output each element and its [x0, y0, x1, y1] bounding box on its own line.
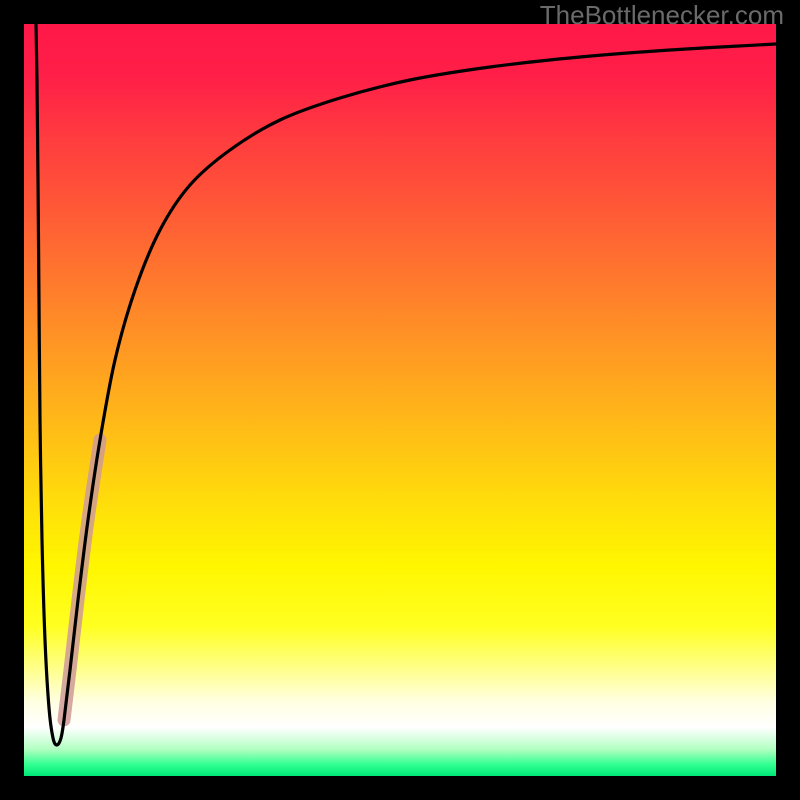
chart-container: TheBottlenecker.com	[0, 0, 800, 800]
watermark-text: TheBottlenecker.com	[540, 0, 784, 31]
chart-svg	[0, 0, 800, 800]
plot-area	[24, 24, 776, 776]
